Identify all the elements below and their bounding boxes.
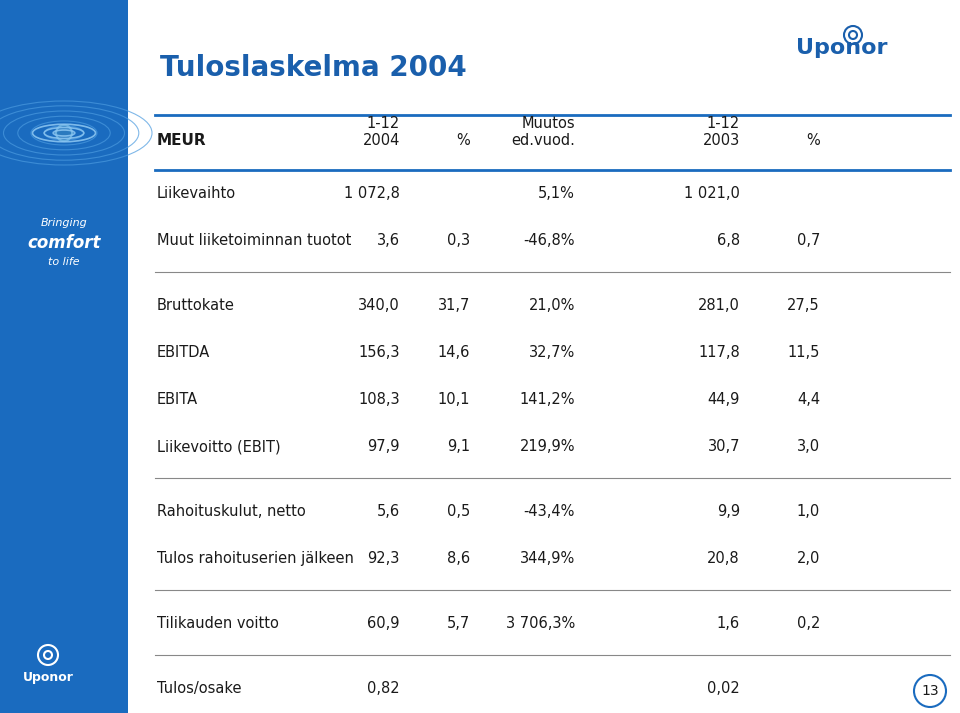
Text: MEUR: MEUR — [157, 133, 206, 148]
Text: Muut liiketoiminnan tuotot: Muut liiketoiminnan tuotot — [157, 233, 351, 248]
Text: 27,5: 27,5 — [787, 298, 820, 313]
Text: Rahoituskulut, netto: Rahoituskulut, netto — [157, 504, 305, 519]
Text: 8,6: 8,6 — [446, 551, 470, 566]
Text: 340,0: 340,0 — [358, 298, 400, 313]
Text: 156,3: 156,3 — [358, 345, 400, 360]
Text: 5,7: 5,7 — [446, 616, 470, 631]
Text: Bringing: Bringing — [40, 218, 87, 228]
Text: 5,1%: 5,1% — [539, 186, 575, 201]
Text: -43,4%: -43,4% — [523, 504, 575, 519]
Text: 3,6: 3,6 — [377, 233, 400, 248]
Text: 344,9%: 344,9% — [519, 551, 575, 566]
Text: 1 072,8: 1 072,8 — [344, 186, 400, 201]
Text: Uponor: Uponor — [796, 38, 887, 58]
Text: Bruttokate: Bruttokate — [157, 298, 235, 313]
Text: 3,0: 3,0 — [797, 439, 820, 454]
Text: 0,02: 0,02 — [708, 681, 740, 696]
Text: -46,8%: -46,8% — [523, 233, 575, 248]
Text: 108,3: 108,3 — [358, 392, 400, 407]
Text: 2004: 2004 — [363, 133, 400, 148]
Text: 1-12: 1-12 — [367, 116, 400, 131]
Text: 0,3: 0,3 — [446, 233, 470, 248]
Text: 97,9: 97,9 — [368, 439, 400, 454]
Text: comfort: comfort — [27, 234, 101, 252]
Text: 4,4: 4,4 — [797, 392, 820, 407]
Text: 6,8: 6,8 — [717, 233, 740, 248]
Text: Tulos rahoituserien jälkeen: Tulos rahoituserien jälkeen — [157, 551, 354, 566]
Text: 5,6: 5,6 — [377, 504, 400, 519]
Text: 13: 13 — [922, 684, 939, 698]
Text: Tulos/osake: Tulos/osake — [157, 681, 242, 696]
Text: Liikevaihto: Liikevaihto — [157, 186, 236, 201]
Text: EBITA: EBITA — [157, 392, 198, 407]
Text: 92,3: 92,3 — [368, 551, 400, 566]
Text: 20,8: 20,8 — [708, 551, 740, 566]
Text: 9,9: 9,9 — [717, 504, 740, 519]
Text: Liikevoitto (EBIT): Liikevoitto (EBIT) — [157, 439, 280, 454]
Text: 1-12: 1-12 — [707, 116, 740, 131]
Text: 1,0: 1,0 — [797, 504, 820, 519]
Text: 44,9: 44,9 — [708, 392, 740, 407]
Text: EBITDA: EBITDA — [157, 345, 210, 360]
Text: Uponor: Uponor — [23, 672, 73, 684]
Text: 14,6: 14,6 — [438, 345, 470, 360]
Text: 9,1: 9,1 — [446, 439, 470, 454]
Circle shape — [56, 125, 72, 141]
Text: 31,7: 31,7 — [438, 298, 470, 313]
Text: 0,5: 0,5 — [446, 504, 470, 519]
Text: %: % — [456, 133, 470, 148]
Text: 2003: 2003 — [703, 133, 740, 148]
Text: Tuloslaskelma 2004: Tuloslaskelma 2004 — [160, 54, 467, 82]
Text: 3 706,3%: 3 706,3% — [506, 616, 575, 631]
Text: 1 021,0: 1 021,0 — [684, 186, 740, 201]
Text: 141,2%: 141,2% — [519, 392, 575, 407]
Text: 1,6: 1,6 — [717, 616, 740, 631]
Text: 21,0%: 21,0% — [529, 298, 575, 313]
Text: to life: to life — [48, 257, 80, 267]
Text: 30,7: 30,7 — [708, 439, 740, 454]
Text: 11,5: 11,5 — [787, 345, 820, 360]
Text: Muutos: Muutos — [521, 116, 575, 131]
Text: %: % — [806, 133, 820, 148]
Text: ed.vuod.: ed.vuod. — [511, 133, 575, 148]
Text: 117,8: 117,8 — [698, 345, 740, 360]
Text: 219,9%: 219,9% — [519, 439, 575, 454]
Text: 10,1: 10,1 — [438, 392, 470, 407]
Text: Tilikauden voitto: Tilikauden voitto — [157, 616, 278, 631]
Text: 281,0: 281,0 — [698, 298, 740, 313]
Text: 0,7: 0,7 — [797, 233, 820, 248]
Text: 0,2: 0,2 — [797, 616, 820, 631]
Text: 32,7%: 32,7% — [529, 345, 575, 360]
Bar — [0, 0, 128, 713]
Text: 60,9: 60,9 — [368, 616, 400, 631]
Text: 2,0: 2,0 — [797, 551, 820, 566]
Text: 0,82: 0,82 — [368, 681, 400, 696]
